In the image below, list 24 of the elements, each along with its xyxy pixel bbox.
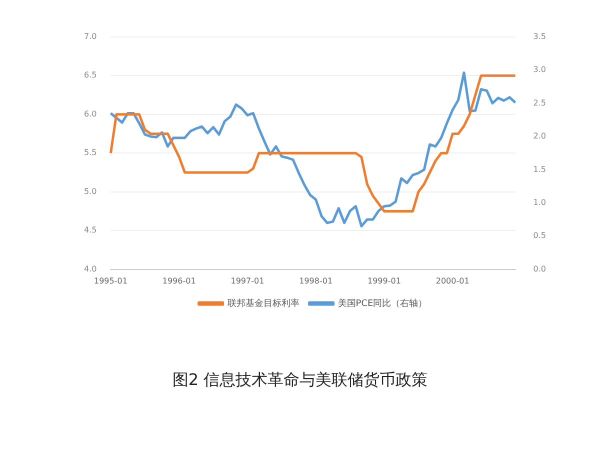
x-tick-label: 1997-01 [230, 276, 264, 286]
y2-tick-label: 1.5 [533, 164, 546, 174]
x-tick-label: 2000-01 [436, 276, 470, 286]
x-tick-label: 1996-01 [162, 276, 196, 286]
y2-tick-label: 1.0 [533, 198, 546, 208]
y2-tick-label: 3.5 [533, 32, 546, 41]
y-tick-label: 4.5 [84, 226, 97, 235]
y-tick-label: 6.0 [84, 109, 97, 118]
y-tick-label: 5.5 [84, 148, 97, 158]
y2-tick-label: 2.0 [533, 132, 546, 141]
legend-label: 美国PCE同比（右轴） [338, 298, 428, 309]
x-tick-label: 1999-01 [368, 276, 401, 286]
y2-tick-label: 0.0 [533, 264, 546, 274]
y-tick-label: 4.0 [84, 264, 97, 274]
y-tick-label: 7.0 [84, 32, 97, 41]
legend-label: 联邦基金目标利率 [227, 298, 300, 309]
text: 图2 信息技术革命与美联储货币政策 [171, 370, 429, 391]
y2-tick-label: 2.5 [533, 98, 546, 108]
x-tick-label: 1995-01 [94, 276, 128, 286]
y-tick-label: 5.0 [84, 186, 97, 196]
y-tick-label: 6.5 [84, 70, 97, 80]
y2-tick-label: 0.5 [533, 231, 546, 240]
x-tick-label: 1998-01 [299, 276, 333, 286]
y2-tick-label: 3.0 [533, 65, 546, 74]
